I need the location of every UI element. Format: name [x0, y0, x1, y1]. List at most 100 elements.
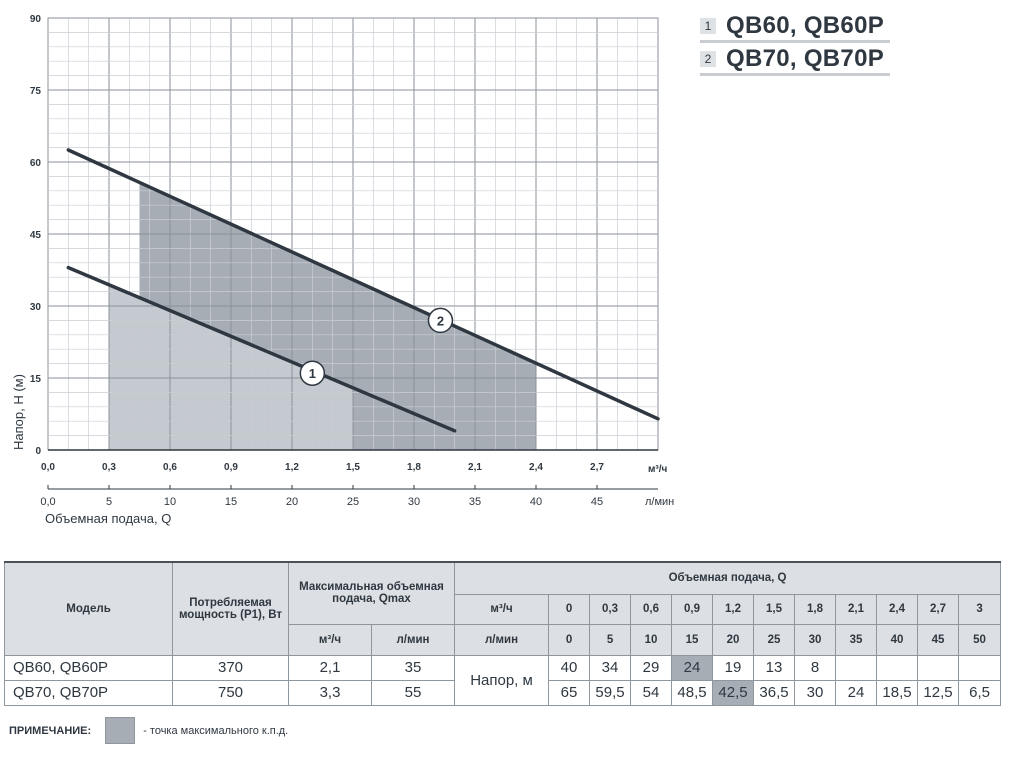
curve-line-1	[66, 265, 457, 433]
x2-tick-label: 30	[408, 496, 420, 508]
x-tick-label: 0,0	[41, 462, 55, 473]
flow-lpm-cell: 5	[589, 623, 632, 656]
legend-item-1: 1 QB60, QB60P	[700, 12, 890, 43]
y-tick-label: 30	[30, 302, 42, 313]
x-tick-label: 2,4	[529, 462, 543, 473]
head-cell: 36,5	[753, 679, 796, 706]
model-header: Модель	[4, 561, 173, 656]
head-cell: 42,5	[712, 679, 755, 706]
curve-label-1: 1	[309, 366, 316, 381]
legend-number: 2	[700, 51, 716, 67]
legend-item-2: 2 QB70, QB70P	[700, 45, 890, 76]
x2-tick-label: 10	[164, 496, 176, 508]
power-header: Потребляемая мощность (P1), Вт	[172, 561, 289, 656]
qmax-m3h-cell: 2,1	[288, 654, 372, 681]
head-cell: 6,5	[958, 679, 1002, 706]
y-tick-label: 60	[30, 158, 42, 169]
table-row: QB60, QB60P 370 2,1 35 Напор, м 40 34 29 24…	[4, 654, 1002, 706]
head-cell: 19	[712, 654, 755, 681]
x-tick-label: 0,9	[224, 462, 238, 473]
head-label: Напор, м	[454, 654, 550, 706]
flow-m3h-cell: 2,1	[835, 593, 878, 625]
flow-lpm-cell: 45	[917, 623, 960, 656]
flow-header: Объемная подача, Q	[454, 561, 1002, 595]
power-cell: 750	[172, 679, 289, 706]
note-label: ПРИМЕЧАНИЕ:	[9, 724, 92, 737]
head-cell: 13	[753, 654, 796, 681]
flow-lpm-cell: 15	[671, 623, 714, 656]
head-cell	[835, 654, 878, 681]
flow-m3h-row: м³/ч 0 0,3 0,6 0,9 1,2 1,5 1,8 2,1 2,4 2,7 3	[5, 593, 1002, 625]
x2-tick-label: 20	[286, 496, 298, 508]
y-tick-label: 0	[35, 446, 41, 457]
head-cell: 65	[548, 679, 591, 706]
performance-table: Модель Потребляемая мощность (P1), Вт Ма…	[4, 561, 1002, 706]
qmax-unit-m3h: м³/ч	[288, 623, 372, 656]
x-axis-unit: м³/ч	[648, 464, 668, 475]
y-axis-title: Напор, H (м)	[11, 374, 26, 450]
flow-m3h-cell: 1,5	[753, 593, 796, 625]
curve-label-circle-1	[299, 360, 326, 386]
head-cell: 54	[630, 679, 673, 706]
table-header-row: Модель Потребляемая мощность (P1), Вт Ма…	[4, 561, 1002, 656]
head-cell: 12,5	[917, 679, 960, 706]
x2-tick-label: 25	[347, 496, 359, 508]
y-tick-label: 45	[30, 230, 42, 241]
flow-lpm-cell: 25	[753, 623, 796, 656]
flow-m3h-cell: 0	[548, 593, 591, 625]
y-tick-label: 15	[30, 374, 42, 385]
performance-curves: 12	[66, 148, 660, 433]
x2-tick-label: 45	[591, 496, 603, 508]
x2-axis-unit: л/мин	[645, 496, 674, 508]
qmax-header: Максимальная объемная подача, Qmax	[287, 561, 456, 625]
head-cell: 30	[794, 679, 837, 706]
legend-number: 1	[700, 18, 716, 34]
head-cell: 59,5	[589, 679, 632, 706]
x-tick-label: 0,3	[102, 462, 116, 473]
x2-tick-label: 5	[106, 496, 112, 508]
head-cell: 8	[794, 654, 837, 681]
max-efficiency-swatch	[105, 717, 136, 744]
flow-lpm-cell: 10	[630, 623, 673, 656]
head-cell	[958, 654, 1002, 681]
flow-m3h-cell: 2,4	[876, 593, 919, 625]
flow-m3h-cell: 0,3	[589, 593, 632, 625]
head-cell	[917, 654, 960, 681]
head-cell: 48,5	[671, 679, 714, 706]
x-tick-label: 2,7	[590, 462, 604, 473]
x-tick-label: 1,5	[346, 462, 360, 473]
x-tick-label: 2,1	[468, 462, 482, 473]
x-tick-label: 1,2	[285, 462, 299, 473]
x2-tick-label: 15	[225, 496, 237, 508]
qmax-m3h-cell: 3,3	[288, 679, 372, 706]
flow-unit-lpm: л/мин	[454, 623, 550, 656]
head-cell: 40	[548, 654, 591, 681]
flow-lpm-row: м³/ч л/мин л/мин 0 5 10 15 20 25 30 35 40 45 50	[5, 623, 1002, 656]
power-cell: 370	[172, 654, 289, 681]
qmax-unit-lpm: л/мин	[370, 623, 456, 656]
x-tick-label: 0,6	[163, 462, 177, 473]
model-cell: QB70, QB70P	[4, 679, 173, 706]
head-cell: 24	[671, 654, 714, 681]
table-row: QB70, QB70P 750 3,3 55 65 59,5 54 48,5 42,5 3…	[4, 679, 1002, 706]
flow-m3h-cell: 0,6	[630, 593, 673, 625]
flow-m3h-cell: 0,9	[671, 593, 714, 625]
flow-m3h-cell: 1,8	[794, 593, 837, 625]
note-text: - точка максимального к.п.д.	[143, 724, 289, 737]
curve-label-circle-2	[427, 307, 454, 334]
y-tick-label: 90	[30, 14, 42, 25]
head-cell: 24	[835, 679, 878, 706]
flow-lpm-cell: 0	[548, 623, 591, 656]
flow-lpm-cell: 40	[876, 623, 919, 656]
flow-lpm-cell: 50	[958, 623, 1002, 656]
flow-lpm-cell: 35	[835, 623, 878, 656]
x-axis-title: Объемная подача, Q	[45, 511, 171, 526]
note: ПРИМЕЧАНИЕ: - точка максимального к.п.д.	[9, 717, 288, 744]
head-cell	[876, 654, 919, 681]
x-tick-label: 1,8	[407, 462, 421, 473]
head-cell: 18,5	[876, 679, 919, 706]
flow-m3h-cell: 3	[958, 593, 1002, 625]
chart-grid	[47, 17, 659, 451]
